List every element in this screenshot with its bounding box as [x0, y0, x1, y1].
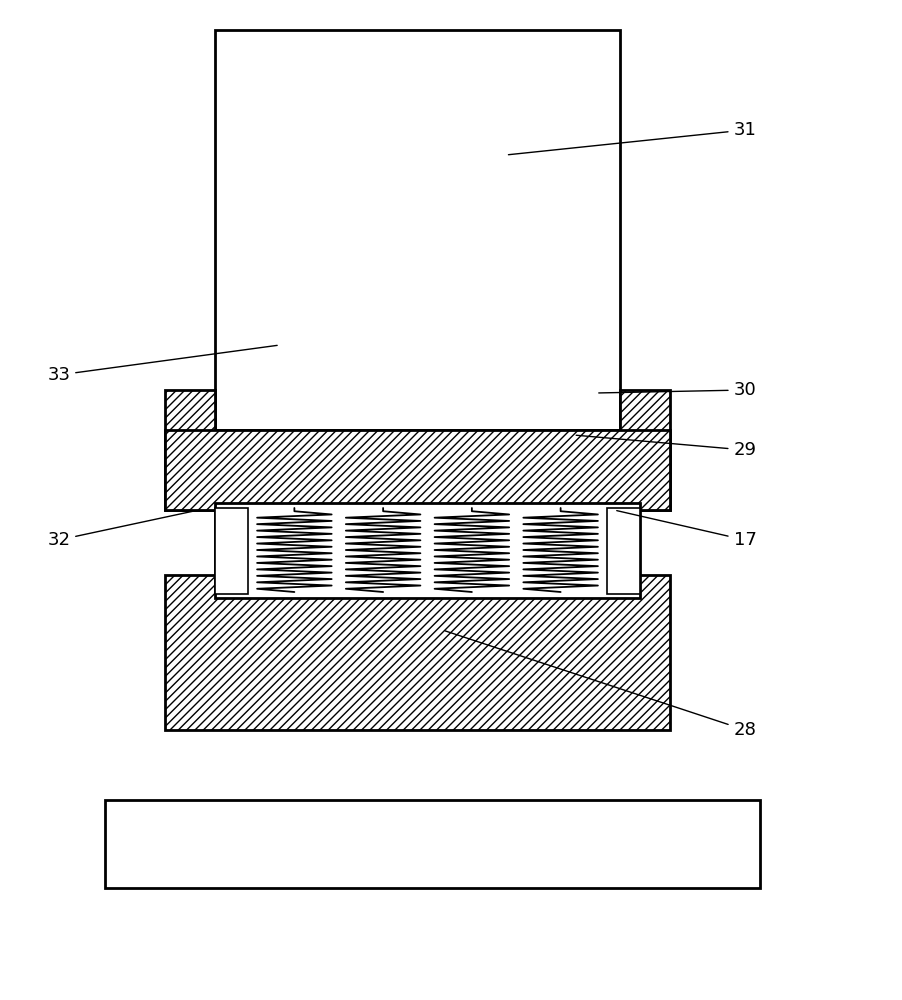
Bar	[165, 430, 669, 510]
Text: 30: 30	[598, 381, 756, 399]
Text: 29: 29	[575, 435, 756, 459]
Text: 17: 17	[616, 511, 756, 549]
Text: 31: 31	[508, 121, 756, 155]
Bar	[606, 508, 640, 594]
Bar	[105, 800, 759, 888]
Text: 32: 32	[47, 511, 196, 549]
Bar	[165, 575, 669, 730]
Bar	[215, 503, 640, 598]
Text: 28: 28	[445, 631, 756, 739]
Text: 33: 33	[47, 345, 277, 384]
Bar	[620, 390, 669, 510]
Bar	[165, 390, 215, 510]
Bar	[215, 30, 620, 430]
Bar	[215, 508, 248, 594]
